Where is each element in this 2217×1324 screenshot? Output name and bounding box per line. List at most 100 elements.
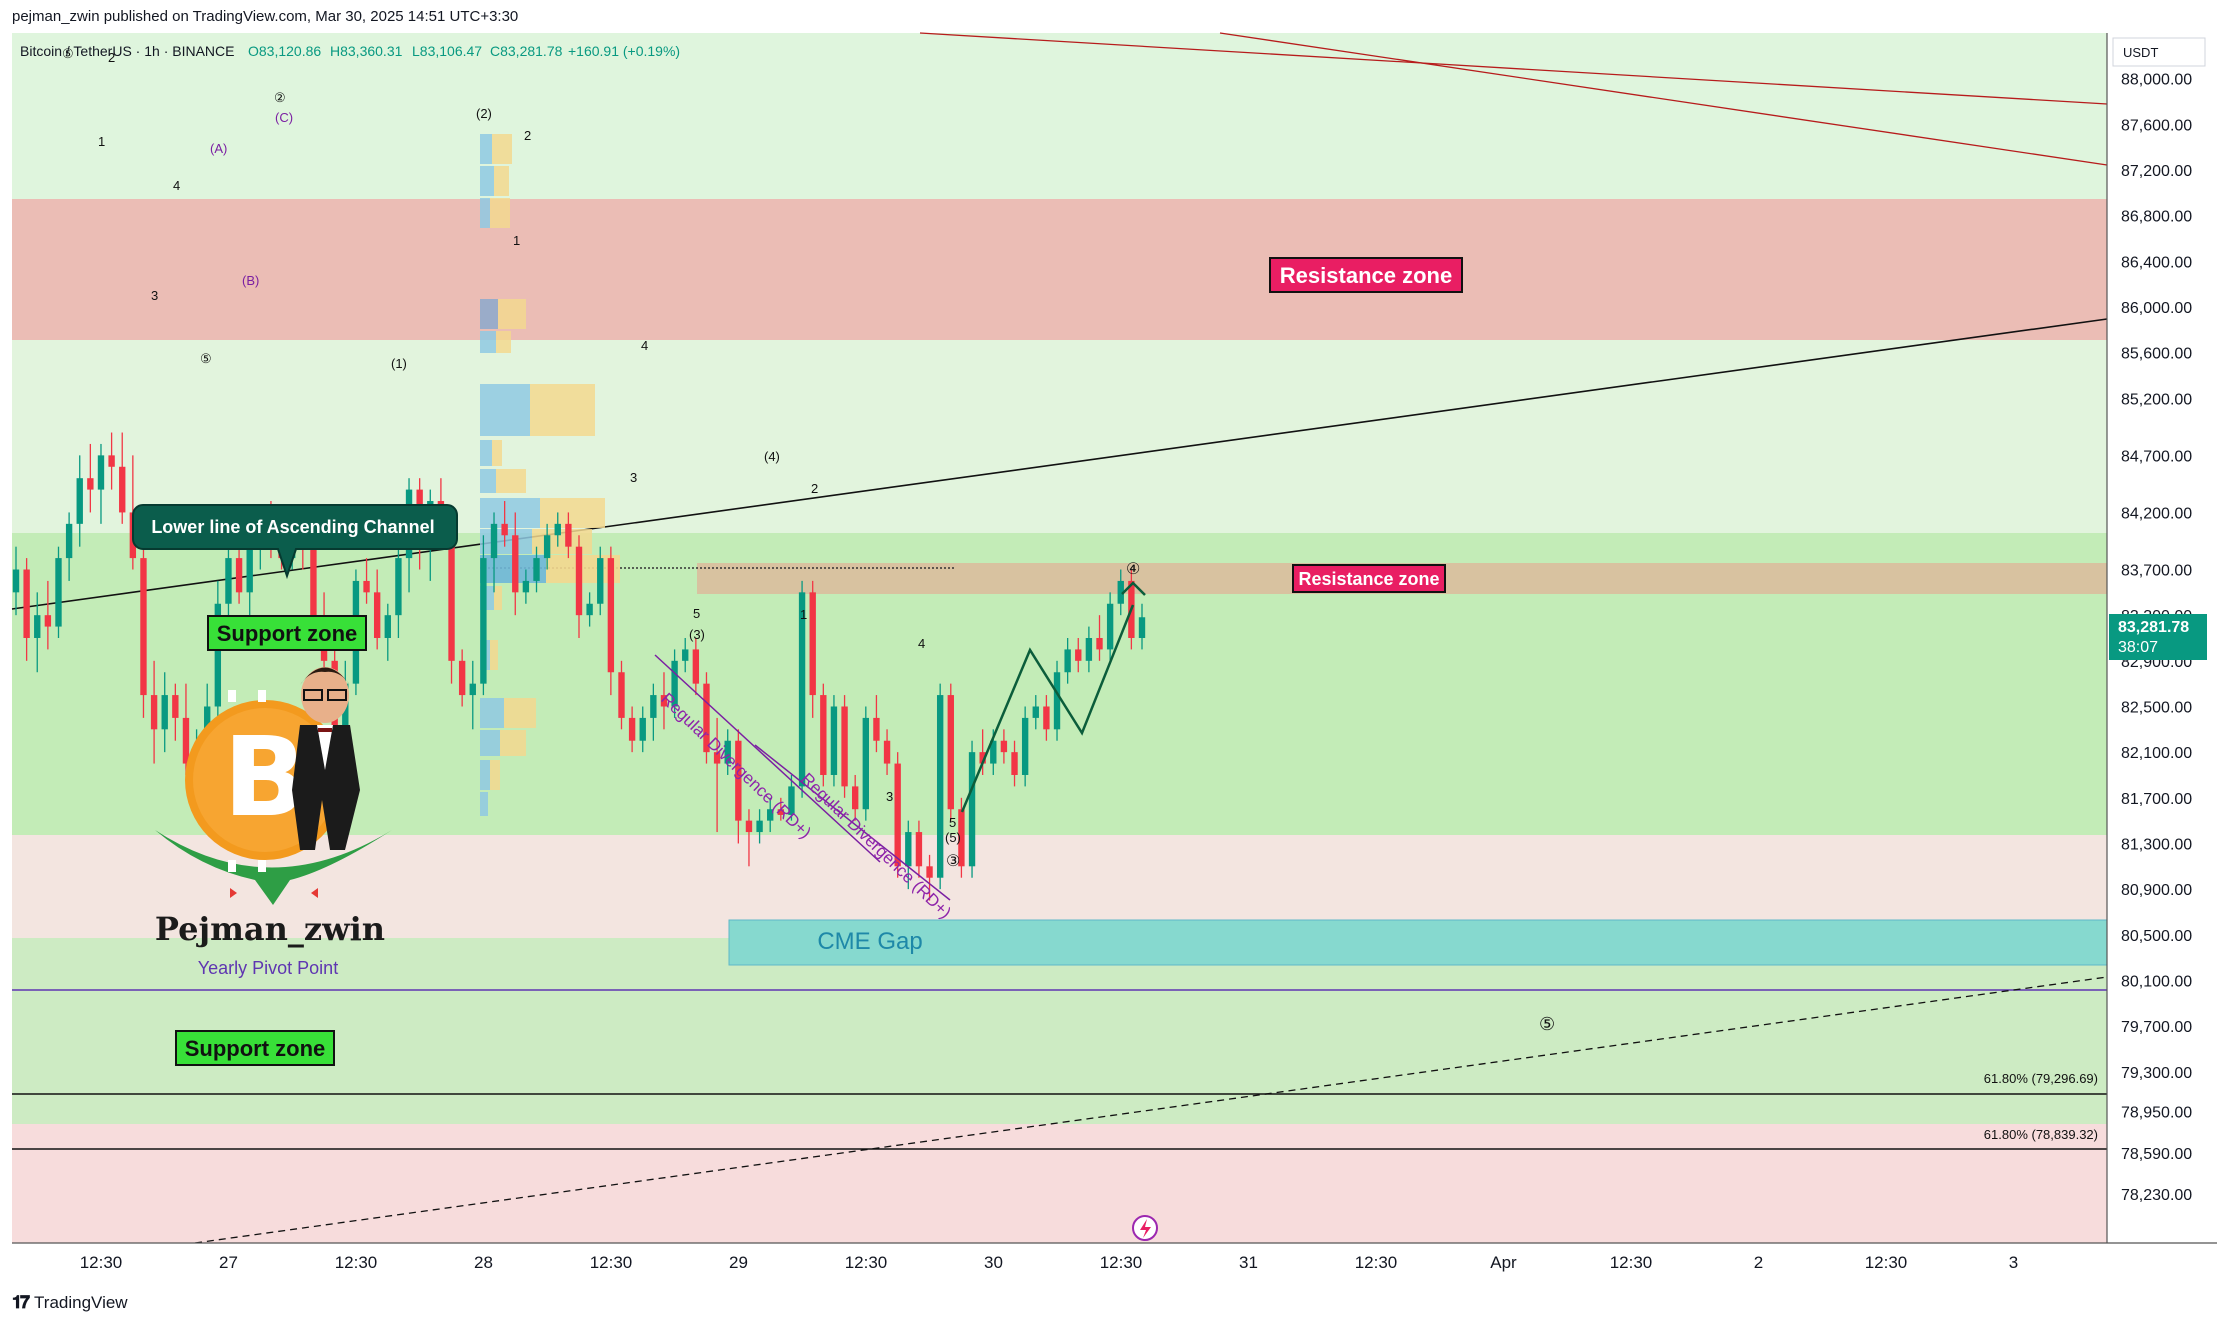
cme-gap-label: CME Gap [817,928,922,955]
x-axis-ticks: 12:30 27 12:30 28 12:30 29 12:30 30 12:30 31 12:30… [80,1253,2019,1272]
bar-countdown: 38:07 [2118,639,2158,656]
y-tick-label: 80,900.00 [2121,882,2192,899]
candle [342,683,349,753]
y-tick-label: 82,100.00 [2121,745,2192,762]
candle [777,809,785,815]
currency-box[interactable] [2112,37,2206,67]
footer: 𝟏𝟕 TradingView [12,1292,128,1313]
currency-label: USDT [2123,45,2158,60]
candle [65,523,73,559]
wave-label: 4 [641,338,648,353]
candle [915,832,923,867]
y-tick-label: 79,300.00 [2121,1065,2192,1082]
dashed-trendline [194,976,2108,1244]
wave-label: (2) [476,106,492,121]
candle [1075,649,1082,661]
candle [713,752,721,764]
candle [703,683,710,753]
candle [108,455,115,467]
candle [1021,717,1029,775]
candle [1106,603,1114,650]
time-axis[interactable] [12,1243,2107,1280]
candle [458,660,466,696]
ohlc-close: C83,281.78 [490,43,563,59]
support-zone-lower [12,938,2107,1124]
y-tick-label: 86,800.00 [2121,209,2192,226]
candle [87,478,94,490]
lightning-icon[interactable] [1132,1215,1158,1241]
symbol-info: Bitcoin / TetherUS · 1h · BINANCE [20,43,234,59]
candle [724,740,731,764]
candle [990,740,997,764]
wave-label: (C) [275,110,293,125]
candle [480,558,487,684]
y-tick-label: 79,700.00 [2121,1019,2192,1036]
wave-label: ⑤ [62,46,74,61]
x-tick-label: 3 [2009,1253,2018,1272]
y-tick-label: 82,500.00 [2121,699,2192,716]
candle [140,558,147,696]
channel-callout-bubble [132,504,458,580]
candle [894,763,901,867]
candle [968,752,976,867]
wave-label: 1 [513,233,520,248]
wave-label: 3 [151,288,158,303]
candle [97,455,105,490]
candle [310,546,317,616]
y-tick-label: 87,600.00 [2121,117,2192,134]
candle [1138,617,1146,638]
y-tick-label: 78,230.00 [2121,1187,2192,1204]
candle [490,523,498,559]
candle [119,466,126,513]
y-tick-label: 85,600.00 [2121,346,2192,363]
candle [225,558,232,604]
divergence-line-2 [754,744,951,901]
published-banner: pejman_zwin published on TradingView.com… [12,8,519,25]
resistance-label-bg-upper [1269,257,1463,293]
x-tick-label: 28 [474,1253,493,1272]
cme-gap-zone [728,919,2108,966]
candle [671,660,678,707]
candle [809,592,816,696]
fib-label-1: 61.80% (79,296.69) [1984,1071,2098,1086]
lower-pink-band [12,1124,2107,1243]
candle [161,695,168,730]
y-tick-label: 81,300.00 [2121,836,2192,853]
x-tick-label: 2 [1754,1253,1763,1272]
candle [883,740,891,764]
ohlc-high: H83,360.31 [330,43,403,59]
y-tick-label: 83,700.00 [2121,563,2192,580]
candle [745,820,753,833]
candle [55,558,62,627]
ohlc-change: +160.91 (+0.19%) [568,43,680,59]
candle [23,569,30,638]
wave-label: 4 [173,178,180,193]
x-tick-label: 12:30 [80,1253,123,1272]
candle [575,546,583,616]
candle [798,592,806,787]
candle [565,523,572,547]
footer-brand: TradingView [34,1292,128,1312]
candle [448,535,455,661]
candle [214,603,222,707]
author-logo: B [155,667,392,905]
y-tick-label: 84,200.00 [2121,505,2192,522]
candle [363,580,370,593]
candle [512,535,519,593]
projected-wave-path [960,604,1135,813]
candle [660,695,668,707]
wave-label: 4 [918,636,925,651]
y-tick-label: 86,000.00 [2121,300,2192,317]
author-name: Pejman_zwin [155,910,385,948]
candle [1085,638,1093,661]
svg-text:B: B [223,713,307,841]
candle [44,615,52,627]
resistance-label-bg-lower [1292,564,1446,593]
candle [373,592,381,638]
x-tick-label: 29 [729,1253,748,1272]
candle [554,523,561,536]
current-price-box [2109,614,2207,660]
candle [1064,649,1071,673]
x-tick-label: 12:30 [1355,1253,1398,1272]
